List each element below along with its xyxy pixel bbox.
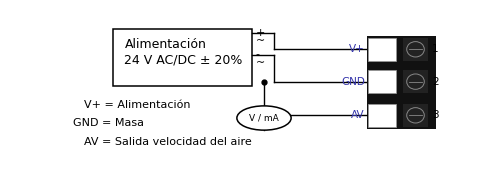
Text: ~: ~ — [256, 57, 264, 68]
Bar — [368, 104, 396, 127]
Text: Alimentación: Alimentación — [124, 38, 206, 51]
Ellipse shape — [237, 106, 291, 130]
Text: -: - — [256, 50, 260, 60]
Text: 24 V AC/DC ± 20%: 24 V AC/DC ± 20% — [124, 54, 243, 67]
Text: V+: V+ — [349, 44, 365, 54]
Text: ~: ~ — [256, 36, 264, 46]
Ellipse shape — [406, 42, 424, 57]
Text: AV = Salida velocidad del aire: AV = Salida velocidad del aire — [84, 137, 251, 147]
Bar — [366, 36, 436, 129]
Text: AV: AV — [351, 110, 365, 120]
Text: V+ = Alimentación: V+ = Alimentación — [84, 100, 190, 110]
Bar — [403, 104, 428, 127]
Text: 1: 1 — [432, 44, 438, 54]
Text: GND = Masa: GND = Masa — [73, 118, 144, 128]
Ellipse shape — [406, 74, 424, 89]
Bar — [113, 29, 252, 86]
Ellipse shape — [406, 108, 424, 123]
Text: V / mA: V / mA — [249, 114, 279, 122]
Bar — [403, 70, 428, 93]
Text: 3: 3 — [432, 110, 438, 120]
Bar — [368, 70, 396, 93]
Bar — [368, 38, 396, 61]
Text: +: + — [256, 28, 265, 38]
Text: GND: GND — [341, 77, 365, 87]
Text: 2: 2 — [432, 77, 438, 87]
Bar — [403, 38, 428, 61]
